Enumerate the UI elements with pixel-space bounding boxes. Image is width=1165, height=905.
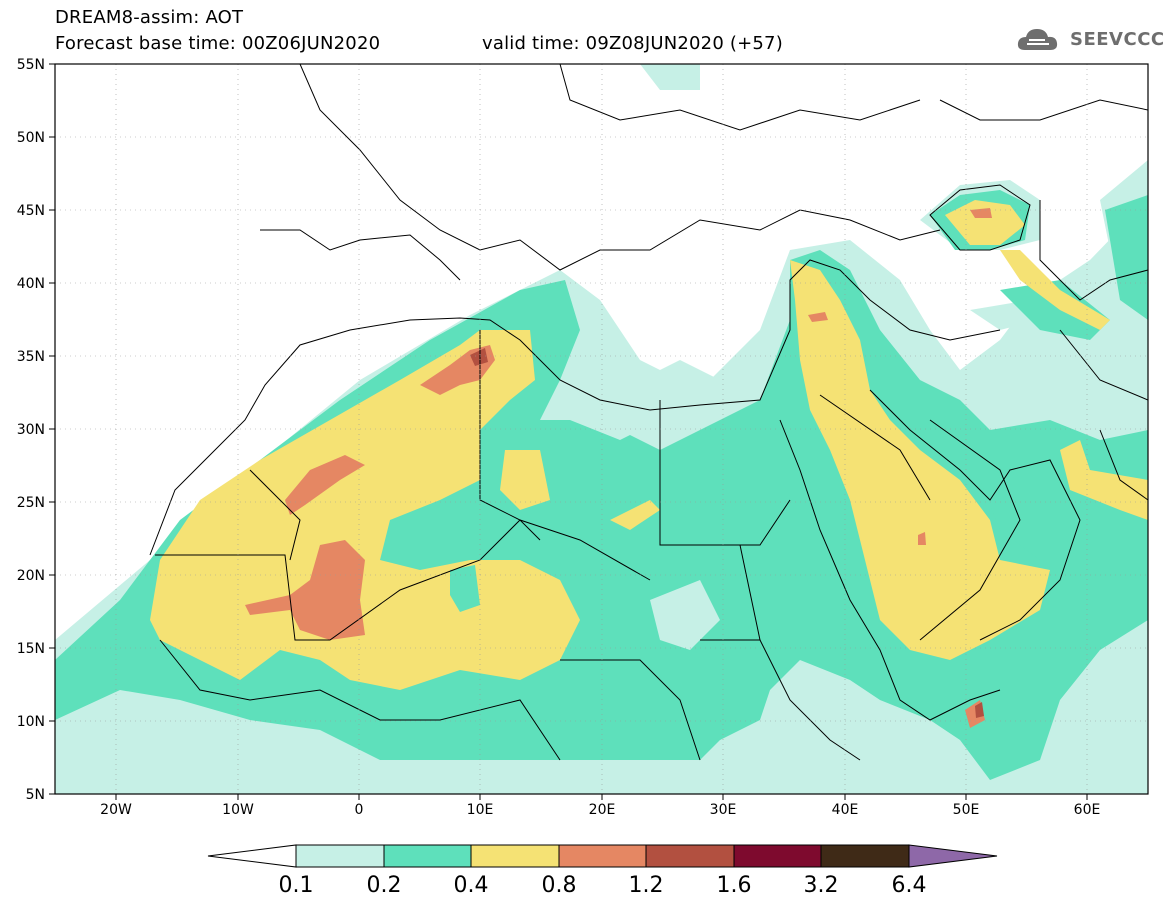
y-tick-label: 15N bbox=[17, 641, 45, 657]
valid-time: valid time: 09Z08JUN2020 (+57) bbox=[482, 33, 783, 54]
colorbar-label: 0.2 bbox=[367, 873, 402, 898]
colorbar-labels: 0.1 0.2 0.4 0.8 1.2 1.6 3.2 6.4 bbox=[279, 873, 927, 898]
y-tick-label: 50N bbox=[17, 130, 45, 146]
colorbar-label: 6.4 bbox=[892, 873, 927, 898]
cloud-logo-icon bbox=[1017, 29, 1058, 50]
colorbar bbox=[207, 844, 998, 868]
colorbar-box bbox=[383, 844, 472, 868]
map-panel bbox=[55, 64, 1148, 794]
colorbar-box bbox=[733, 844, 822, 868]
aot-band-0.1-holes bbox=[560, 360, 720, 650]
map-title: DREAM8-assim: AOT bbox=[55, 7, 244, 28]
colorbar-label: 3.2 bbox=[804, 873, 839, 898]
x-axis-labels: 20W 10W 0 10E 20E 30E 40E 50E 60E bbox=[100, 802, 1100, 818]
gridlines bbox=[55, 64, 1148, 794]
y-axis-labels: 55N 50N 45N 40N 35N 30N 25N 20N 15N 10N … bbox=[17, 57, 45, 803]
tick-marks bbox=[49, 63, 1088, 800]
y-tick-label: 5N bbox=[26, 787, 45, 803]
colorbar-label: 0.8 bbox=[542, 873, 577, 898]
x-tick-label: 40E bbox=[832, 802, 859, 818]
x-tick-label: 30E bbox=[710, 802, 737, 818]
x-tick-label: 20E bbox=[589, 802, 616, 818]
colorbar-box bbox=[820, 844, 910, 868]
x-tick-label: 20W bbox=[100, 802, 132, 818]
colorbar-label: 1.6 bbox=[717, 873, 752, 898]
colorbar-box bbox=[295, 844, 385, 868]
logo-text: SEEVCCC bbox=[1070, 29, 1165, 50]
colorbar-low-arrow bbox=[207, 844, 297, 868]
y-tick-label: 55N bbox=[17, 57, 45, 73]
x-tick-label: 10W bbox=[222, 802, 254, 818]
aot-band-1.2 bbox=[470, 348, 984, 718]
coastlines bbox=[149, 64, 1148, 761]
aot-band-0.2-hole bbox=[450, 565, 480, 612]
y-tick-label: 45N bbox=[17, 203, 45, 219]
y-tick-label: 20N bbox=[17, 568, 45, 584]
y-tick-label: 25N bbox=[17, 495, 45, 511]
forecast-base-time: Forecast base time: 00Z06JUN2020 bbox=[55, 33, 381, 54]
colorbar-box bbox=[470, 844, 560, 868]
x-tick-label: 10E bbox=[467, 802, 494, 818]
y-tick-label: 30N bbox=[17, 422, 45, 438]
x-tick-label: 0 bbox=[355, 802, 364, 818]
y-tick-label: 40N bbox=[17, 276, 45, 292]
colorbar-label: 1.2 bbox=[629, 873, 664, 898]
colorbar-high-arrow bbox=[908, 844, 998, 868]
colorbar-box bbox=[645, 844, 735, 868]
colorbar-label: 0.1 bbox=[279, 873, 314, 898]
x-tick-label: 50E bbox=[953, 802, 980, 818]
y-tick-label: 10N bbox=[17, 714, 45, 730]
y-tick-label: 35N bbox=[17, 349, 45, 365]
x-tick-label: 60E bbox=[1074, 802, 1101, 818]
colorbar-box bbox=[558, 844, 647, 868]
colorbar-label: 0.4 bbox=[454, 873, 489, 898]
